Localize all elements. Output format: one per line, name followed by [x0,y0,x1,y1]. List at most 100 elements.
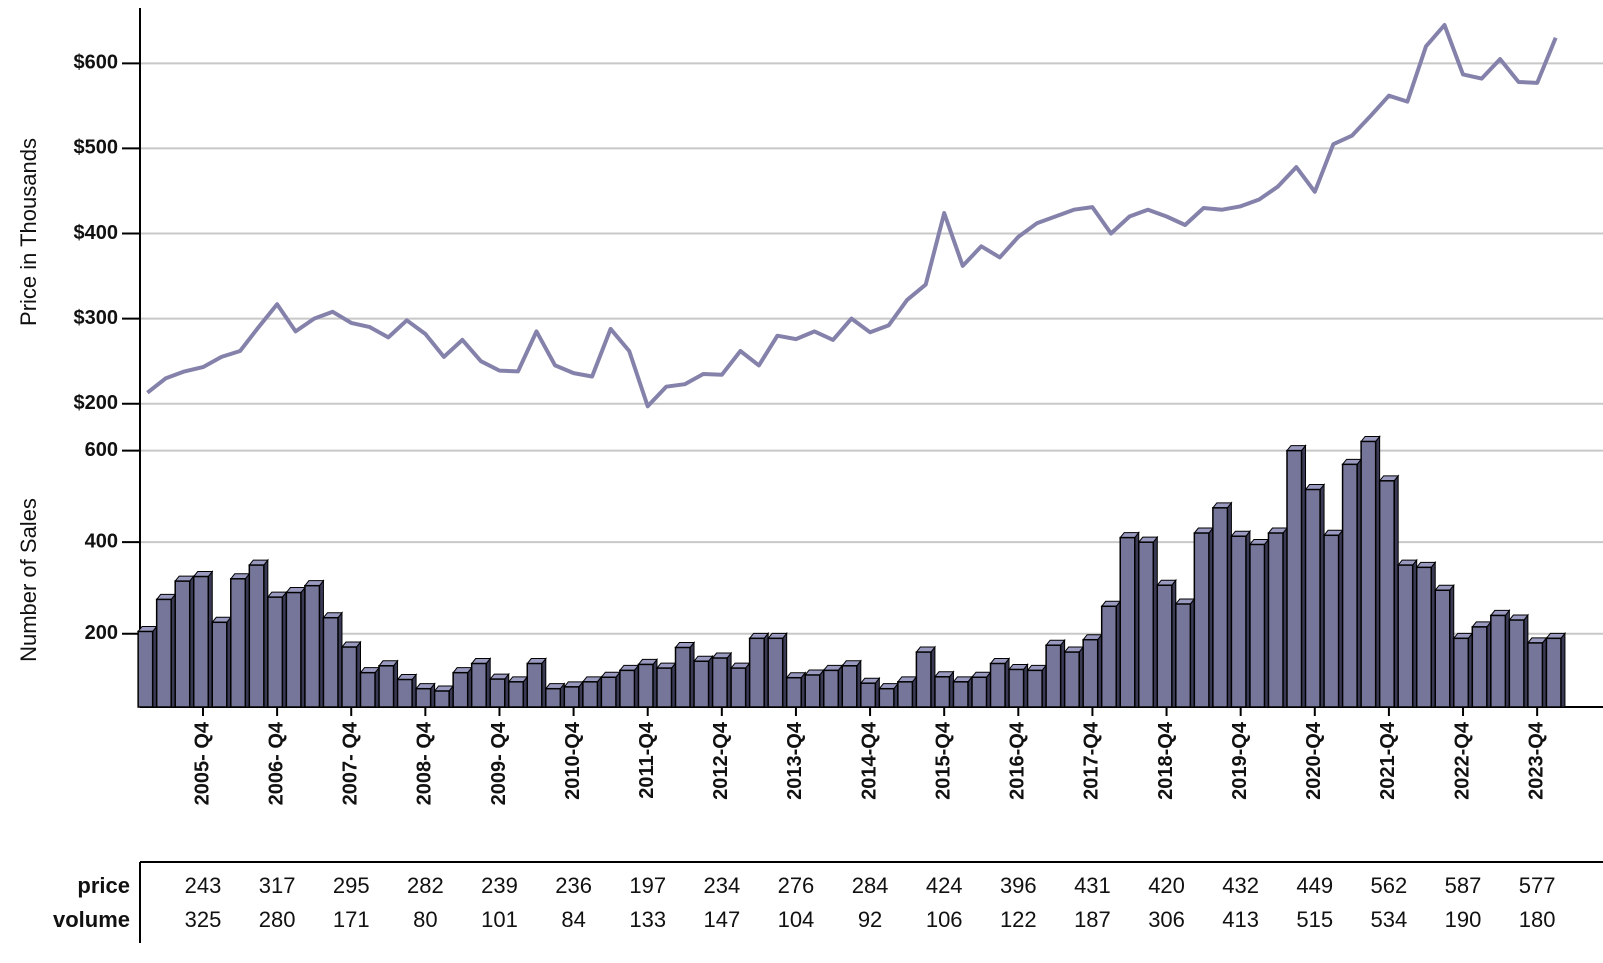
table-value: 317 [259,873,296,898]
x-tick-label: 2012-Q4 [710,721,732,800]
bar-top [1471,621,1492,628]
bar-top [692,655,714,662]
bar [1415,566,1432,708]
bar [1156,584,1173,708]
bar [1397,564,1414,708]
bar [1249,543,1266,708]
bar-top [155,593,177,600]
bar-top [322,612,344,619]
y2-tick-label: 600 [85,439,118,461]
table-row-label: volume [53,907,130,932]
bar-top [211,616,232,623]
bar-top [1193,527,1214,534]
bar [934,676,951,708]
bar-top [1434,584,1455,591]
bar-top [1545,632,1566,639]
table-value: 562 [1371,873,1408,898]
bar [433,690,450,708]
y2-tick-label: 400 [85,530,118,552]
x-tick-label: 2018-Q4 [1155,721,1177,800]
bar-top [637,658,659,665]
table-value: 534 [1371,907,1408,932]
bar-top [711,652,733,659]
bar [1100,605,1117,708]
x-tick-label: 2013-Q4 [784,721,806,800]
table-value: 587 [1445,873,1482,898]
y-axis-title: Price in Thousands [16,138,41,326]
table-value: 325 [185,907,222,932]
bar [600,676,617,708]
table-value: 280 [259,907,296,932]
bar [1193,532,1210,708]
bar [767,637,784,708]
bar-top [359,667,381,674]
bar [174,580,191,708]
bar [693,660,710,708]
bar-top [1341,458,1363,465]
bar [1175,603,1192,708]
bar [396,678,413,708]
bar-top [1100,600,1122,607]
x-tick-label: 2019-Q4 [1229,721,1251,800]
bar [1434,589,1451,708]
bar [989,662,1006,708]
bar [582,681,599,708]
table-value: 180 [1519,907,1556,932]
table-value: 187 [1074,907,1111,932]
bar [1471,626,1488,708]
bar-top [1378,475,1400,482]
bar [415,687,432,708]
table-value: 197 [629,873,666,898]
x-tick-label: 2015-Q4 [932,721,954,800]
y-tick-label: $300 [74,307,119,329]
x-tick-label: 2006- Q4 [265,721,287,805]
table-value: 432 [1222,873,1259,898]
bar [952,681,969,708]
bar-top [229,573,251,580]
bar [341,646,358,708]
bar [1323,534,1340,708]
bar [674,646,691,708]
table-value: 84 [561,907,585,932]
bar [563,686,580,708]
x-tick-label: 2022-Q4 [1451,721,1473,800]
x-tick-label: 2017-Q4 [1081,721,1103,800]
bar-top [1156,579,1177,586]
x-tick-label: 2010-Q4 [562,721,584,800]
bar [637,663,654,708]
table-value: 234 [703,873,740,898]
table-value: 80 [413,907,437,932]
table-row-label: price [77,873,130,898]
x-tick-label: 2005- Q4 [191,721,213,805]
table-value: 431 [1074,873,1111,898]
bar [137,630,154,708]
bar-top [192,571,214,578]
bar [359,671,376,708]
bar-top [1045,639,1066,646]
bar [1063,651,1080,708]
table-value: 284 [852,873,889,898]
bar [1453,637,1470,708]
table-value: 306 [1148,907,1185,932]
bar [470,662,487,708]
bar [1490,614,1507,708]
table-value: 413 [1222,907,1259,932]
bar [378,665,395,708]
bar-top [377,660,399,667]
y2-tick-label: 200 [85,622,118,644]
y2-axis-title: Number of Sales [16,498,41,662]
bar [1230,535,1247,708]
bar-top [563,681,584,688]
table-value: 243 [185,873,222,898]
bar [1378,480,1395,708]
table-value: 236 [555,873,592,898]
bar [822,669,840,708]
table-value: 396 [1000,873,1037,898]
bar [304,584,321,708]
bar [526,662,543,708]
bar [1026,669,1043,708]
x-tick-label: 2021-Q4 [1377,721,1399,800]
bar [285,591,302,708]
y-tick-label: $500 [74,137,119,159]
